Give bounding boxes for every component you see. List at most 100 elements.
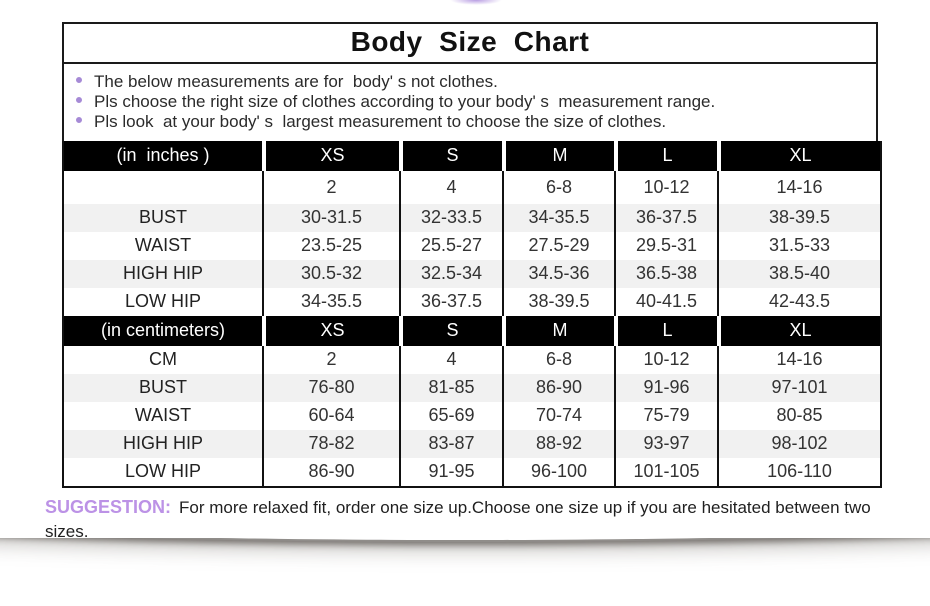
table-row: BUST 30-31.5 32-33.5 34-35.5 36-37.5 38-… xyxy=(64,204,880,232)
size-value-cell: 30.5-32 xyxy=(262,260,399,288)
size-value-cell: 91-95 xyxy=(399,458,502,486)
note-text: Pls choose the right size of clothes acc… xyxy=(94,92,716,111)
size-value-cell: 60-64 xyxy=(262,402,399,430)
suggestion-note: SUGGESTION: For more relaxed fit, order o… xyxy=(45,495,905,544)
table-row: LOW HIP 34-35.5 36-37.5 38-39.5 40-41.5 … xyxy=(64,288,880,316)
size-header-cell: XL xyxy=(717,141,880,171)
note-item: Pls look at your body' s largest measure… xyxy=(72,112,868,132)
size-value-cell: 2 xyxy=(262,171,399,204)
size-chart-sheet: Body Size Chart The below measurements a… xyxy=(62,22,882,488)
unit-header-cell: (in inches ) xyxy=(64,141,262,171)
size-value-cell: 14-16 xyxy=(717,346,880,374)
table-row: HIGH HIP 78-82 83-87 88-92 93-97 98-102 xyxy=(64,430,880,458)
table-row: WAIST 23.5-25 25.5-27 27.5-29 29.5-31 31… xyxy=(64,232,880,260)
size-value-cell: 98-102 xyxy=(717,430,880,458)
table-header-centimeters: (in centimeters) XS S M L XL xyxy=(64,316,880,346)
unit-header-cell: (in centimeters) xyxy=(64,316,262,346)
size-header-cell: S xyxy=(399,316,502,346)
size-value-cell: 6-8 xyxy=(502,346,614,374)
size-value-cell: 88-92 xyxy=(502,430,614,458)
decor-purple-blob xyxy=(450,0,502,5)
size-value-cell: 80-85 xyxy=(717,402,880,430)
size-value-cell: 38-39.5 xyxy=(717,204,880,232)
size-value-cell: 97-101 xyxy=(717,374,880,402)
size-header-cell: XL xyxy=(717,316,880,346)
size-header-cell: L xyxy=(614,316,717,346)
table-row: CM 2 4 6-8 10-12 14-16 xyxy=(64,346,880,374)
size-value-cell: 101-105 xyxy=(614,458,717,486)
size-value-cell: 32-33.5 xyxy=(399,204,502,232)
table-row: HIGH HIP 30.5-32 32.5-34 34.5-36 36.5-38… xyxy=(64,260,880,288)
size-value-cell: 65-69 xyxy=(399,402,502,430)
size-value-cell: 34-35.5 xyxy=(262,288,399,316)
size-value-cell: 96-100 xyxy=(502,458,614,486)
size-value-cell: 32.5-34 xyxy=(399,260,502,288)
size-value-cell: 34.5-36 xyxy=(502,260,614,288)
header-box: Body Size Chart The below measurements a… xyxy=(62,22,878,141)
size-value-cell: 36-37.5 xyxy=(399,288,502,316)
size-value-cell: 10-12 xyxy=(614,346,717,374)
table-row: WAIST 60-64 65-69 70-74 75-79 80-85 xyxy=(64,402,880,430)
notes-list: The below measurements are for body' s n… xyxy=(64,64,876,141)
size-header-cell: M xyxy=(502,141,614,171)
size-table: (in inches ) XS S M L XL 2 4 6-8 10-12 1… xyxy=(62,141,882,488)
bullet-ring-icon xyxy=(76,77,82,83)
size-value-cell: 86-90 xyxy=(502,374,614,402)
size-value-cell: 40-41.5 xyxy=(614,288,717,316)
measure-label-cell: LOW HIP xyxy=(64,458,262,486)
measure-label-cell xyxy=(64,171,262,204)
size-value-cell: 70-74 xyxy=(502,402,614,430)
size-value-cell: 23.5-25 xyxy=(262,232,399,260)
size-value-cell: 93-97 xyxy=(614,430,717,458)
size-value-cell: 6-8 xyxy=(502,171,614,204)
note-item: Pls choose the right size of clothes acc… xyxy=(72,92,868,112)
size-value-cell: 30-31.5 xyxy=(262,204,399,232)
size-value-cell: 31.5-33 xyxy=(717,232,880,260)
size-header-cell: L xyxy=(614,141,717,171)
size-value-cell: 14-16 xyxy=(717,171,880,204)
size-value-cell: 2 xyxy=(262,346,399,374)
size-value-cell: 91-96 xyxy=(614,374,717,402)
table-row: 2 4 6-8 10-12 14-16 xyxy=(64,171,880,204)
size-value-cell: 4 xyxy=(399,346,502,374)
size-value-cell: 86-90 xyxy=(262,458,399,486)
suggestion-label: SUGGESTION: xyxy=(45,497,172,517)
size-value-cell: 81-85 xyxy=(399,374,502,402)
measure-label-cell: WAIST xyxy=(64,402,262,430)
measure-label-cell: BUST xyxy=(64,204,262,232)
page-bottom-shadow xyxy=(0,538,930,606)
note-text: Pls look at your body' s largest measure… xyxy=(94,112,667,131)
size-value-cell: 29.5-31 xyxy=(614,232,717,260)
size-value-cell: 38.5-40 xyxy=(717,260,880,288)
suggestion-text: For more relaxed fit, order one size up.… xyxy=(45,498,876,541)
size-header-cell: XS xyxy=(262,141,399,171)
measure-label-cell: HIGH HIP xyxy=(64,430,262,458)
size-value-cell: 75-79 xyxy=(614,402,717,430)
size-value-cell: 106-110 xyxy=(717,458,880,486)
measure-label-cell: LOW HIP xyxy=(64,288,262,316)
bullet-ring-icon xyxy=(76,97,82,103)
table-row: LOW HIP 86-90 91-95 96-100 101-105 106-1… xyxy=(64,458,880,486)
size-value-cell: 27.5-29 xyxy=(502,232,614,260)
size-value-cell: 36-37.5 xyxy=(614,204,717,232)
size-value-cell: 34-35.5 xyxy=(502,204,614,232)
size-value-cell: 78-82 xyxy=(262,430,399,458)
size-value-cell: 42-43.5 xyxy=(717,288,880,316)
size-value-cell: 4 xyxy=(399,171,502,204)
measure-label-cell: HIGH HIP xyxy=(64,260,262,288)
bullet-ring-icon xyxy=(76,117,82,123)
note-text: The below measurements are for body' s n… xyxy=(94,72,498,91)
measure-label-cell: CM xyxy=(64,346,262,374)
measure-label-cell: BUST xyxy=(64,374,262,402)
size-value-cell: 83-87 xyxy=(399,430,502,458)
measure-label-cell: WAIST xyxy=(64,232,262,260)
size-header-cell: S xyxy=(399,141,502,171)
size-value-cell: 10-12 xyxy=(614,171,717,204)
table-header-inches: (in inches ) XS S M L XL xyxy=(64,141,880,171)
size-value-cell: 38-39.5 xyxy=(502,288,614,316)
size-value-cell: 25.5-27 xyxy=(399,232,502,260)
size-value-cell: 36.5-38 xyxy=(614,260,717,288)
size-header-cell: M xyxy=(502,316,614,346)
page-title: Body Size Chart xyxy=(64,24,876,64)
